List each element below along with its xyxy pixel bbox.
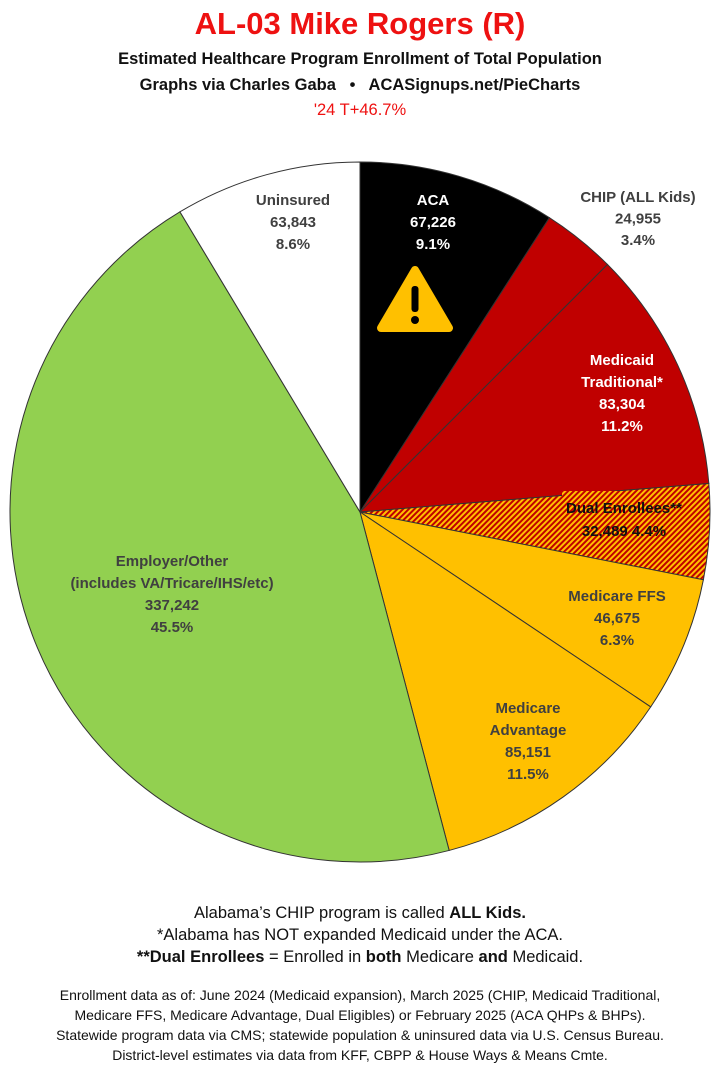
slice-label-name: Medicare: [495, 700, 560, 717]
dual-label-box: [562, 491, 686, 535]
slice-label-value: 32,489 4.4%: [582, 523, 666, 540]
slice-label-name: (includes VA/Tricare/IHS/etc): [70, 575, 273, 592]
pie-slice-medicare-ffs: [359, 511, 704, 708]
slice-label-percent: 11.5%: [507, 766, 549, 783]
slice-label-percent: 11.2%: [601, 418, 643, 435]
slice-label-value: 24,955: [615, 211, 661, 228]
slice-label-name: Traditional*: [581, 374, 663, 391]
note-text: Medicare: [401, 948, 479, 966]
footer-line: Statewide program data via CMS; statewid…: [56, 1027, 664, 1043]
pie-chart: ACA 67,226 9.1% CHIP (ALL Kids) 24,955 3.4% Me…: [9, 161, 711, 863]
chart-subtitle: Estimated Healthcare Program Enrollment …: [118, 50, 602, 68]
note-bold: and: [478, 948, 508, 966]
chart-title: AL-03 Mike Rogers (R): [194, 6, 526, 41]
note-medicaid: *Alabama has NOT expanded Medicaid under…: [156, 926, 564, 944]
footer-line: Medicare FFS, Medicare Advantage, Dual E…: [74, 1007, 646, 1023]
slice-label-percent: 8.6%: [276, 236, 310, 253]
slice-label-percent: 9.1%: [416, 236, 450, 253]
note-text: = Enrolled in: [264, 948, 366, 966]
note-chip: Alabama’s CHIP program is called ALL Kid…: [0, 902, 720, 924]
note-text: Alabama’s CHIP program is called: [194, 904, 450, 922]
slice-label-name: CHIP (ALL Kids): [580, 189, 695, 206]
slice-label-name: ACA: [417, 192, 450, 209]
pie-slice-medicare-advantage: [359, 510, 652, 852]
slice-label-name: Dual Enrollees**: [566, 500, 682, 517]
sources-footer: Enrollment data as of: June 2024 (Medica…: [0, 985, 720, 1065]
slice-label-percent: 3.4%: [621, 232, 655, 249]
slice-label-name: Employer/Other: [116, 553, 229, 570]
slice-label-value: 83,304: [599, 396, 646, 413]
pie-slice-uninsured: [179, 161, 361, 514]
note-text: Medicaid.: [507, 948, 584, 966]
footer-line: District-level estimates via data from K…: [112, 1047, 608, 1063]
slice-label-value: 63,843: [270, 214, 316, 231]
chart-credit: Graphs via Charles Gaba • ACASignups.net…: [139, 76, 581, 94]
note-bold: both: [365, 948, 402, 966]
note-dual: **Dual Enrollees = Enrolled in both Medi…: [0, 946, 720, 968]
slice-label-name: Medicaid: [590, 352, 654, 369]
slice-label-name: Uninsured: [256, 192, 330, 209]
pie-slice-employer-other-includes-va-tricare-ihs-etc: [9, 211, 450, 863]
notes: Alabama’s CHIP program is called ALL Kid…: [0, 902, 720, 968]
note-bold: ALL Kids.: [449, 904, 526, 922]
trend-label: '24 T+46.7%: [313, 101, 407, 119]
slice-label-value: 337,242: [145, 597, 199, 614]
slice-label-percent: 6.3%: [600, 632, 634, 649]
note-bold: **Dual Enrollees: [136, 948, 265, 966]
pie-slice-medicaid-traditional: [358, 263, 710, 513]
slice-label-value: 85,151: [505, 744, 551, 761]
warning-icon: [377, 266, 453, 332]
slice-label-value: 67,226: [410, 214, 456, 231]
pie-slice-aca: [359, 161, 551, 514]
slice-label-percent: 45.5%: [151, 619, 194, 636]
slice-label-name: Medicare FFS: [568, 588, 666, 605]
slice-label-value: 46,675: [594, 610, 640, 627]
slice-label-name: Advantage: [490, 722, 567, 739]
footer-line: Enrollment data as of: June 2024 (Medica…: [59, 987, 661, 1003]
